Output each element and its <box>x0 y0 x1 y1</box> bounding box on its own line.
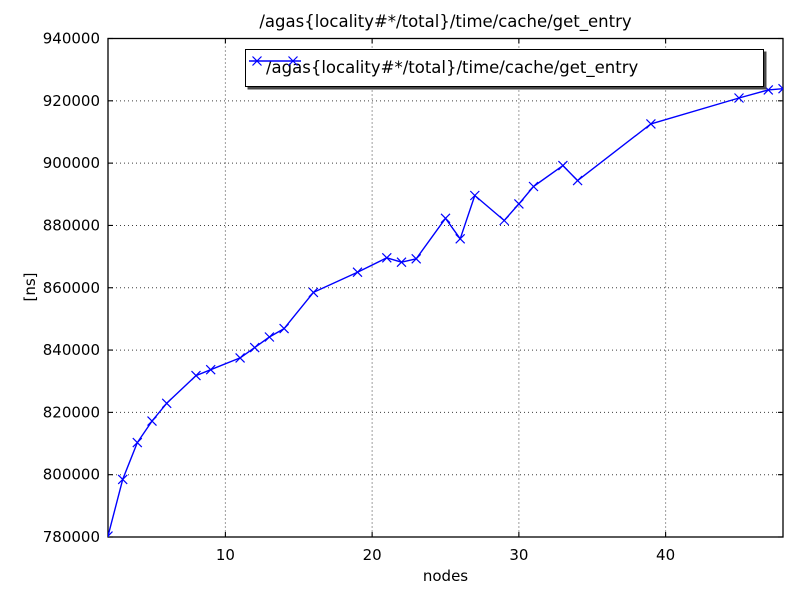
y-tick-label: 920000 <box>43 92 100 110</box>
legend-line-sample <box>249 56 301 66</box>
x-axis-label: nodes <box>422 567 469 585</box>
y-tick-label: 840000 <box>43 341 100 359</box>
axes-spines <box>107 37 784 538</box>
legend-box: /agas{locality#*/total}/time/cache/get_e… <box>245 49 764 87</box>
x-tick-label: 20 <box>363 546 382 564</box>
x-tick-label: 30 <box>509 546 528 564</box>
y-tick-label: 880000 <box>43 216 100 234</box>
x-tick-label: 40 <box>656 546 675 564</box>
legend-label: /agas{locality#*/total}/time/cache/get_e… <box>266 57 639 77</box>
data-point-markers <box>108 83 783 537</box>
y-tick-label: 900000 <box>43 154 100 172</box>
y-tick-label: 940000 <box>43 30 100 48</box>
x-tick-label: 10 <box>216 546 235 564</box>
data-line <box>108 88 783 537</box>
y-tick-label: 800000 <box>43 466 100 484</box>
y-tick-label: 820000 <box>43 403 100 421</box>
chart-title: /agas{locality#*/total}/time/cache/get_e… <box>259 12 632 31</box>
y-tick-label: 860000 <box>43 279 100 297</box>
y-tick-label: 780000 <box>43 528 100 546</box>
